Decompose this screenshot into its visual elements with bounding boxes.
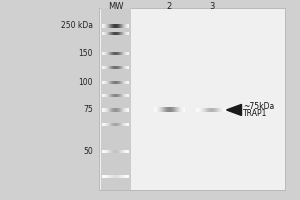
Text: 75: 75 [83,105,93,114]
Text: TRAP1: TRAP1 [243,109,267,118]
Text: MW: MW [108,2,123,11]
Text: 2: 2 [167,2,172,11]
Bar [99,8,285,190]
Text: 50: 50 [83,147,93,156]
Bar [100,8,130,190]
Polygon shape [226,104,242,115]
Text: 100: 100 [79,78,93,87]
Text: 3: 3 [209,2,214,11]
Text: 150: 150 [79,49,93,58]
Text: 250 kDa: 250 kDa [61,21,93,30]
Text: ~75kDa: ~75kDa [243,102,274,111]
